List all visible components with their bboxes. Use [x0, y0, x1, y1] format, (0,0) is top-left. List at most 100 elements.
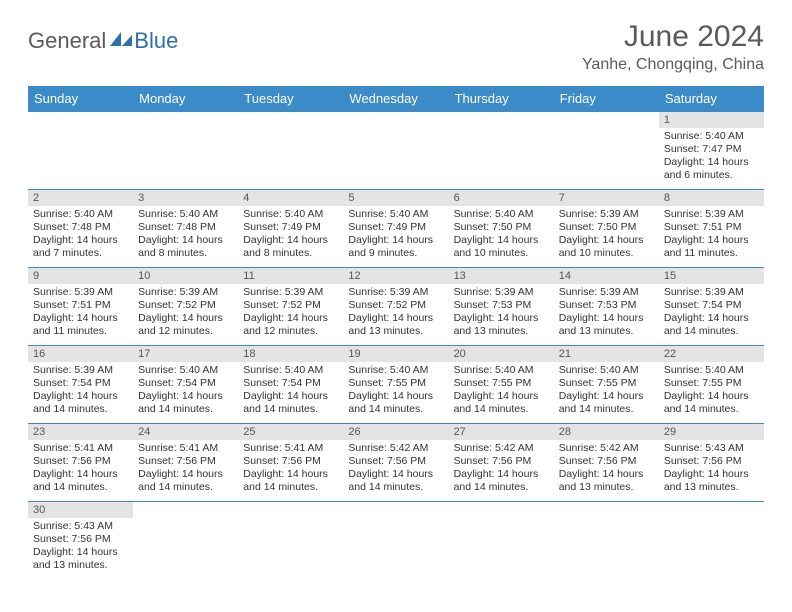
sunrise-text: Sunrise: 5:41 AM	[33, 442, 128, 455]
calendar-day-cell: 16 Sunrise: 5:39 AMSunset: 7:54 PMDayligh…	[28, 346, 133, 424]
sunrise-text: Sunrise: 5:43 AM	[664, 442, 759, 455]
day-number: 2	[28, 190, 133, 206]
calendar-table: SundayMondayTuesdayWednesdayThursdayFrid…	[28, 86, 764, 580]
sunrise-text: Sunrise: 5:40 AM	[348, 364, 443, 377]
day-details: Sunrise: 5:41 AMSunset: 7:56 PMDaylight:…	[28, 440, 133, 499]
daylight-text: Daylight: 14 hours and 13 minutes.	[348, 312, 443, 338]
daylight-text: Daylight: 14 hours and 14 minutes.	[243, 468, 338, 494]
sunset-text: Sunset: 7:53 PM	[559, 299, 654, 312]
calendar-day-cell: ..	[554, 112, 659, 190]
day-details: Sunrise: 5:42 AMSunset: 7:56 PMDaylight:…	[449, 440, 554, 499]
sunset-text: Sunset: 7:56 PM	[664, 455, 759, 468]
sunrise-text: Sunrise: 5:40 AM	[138, 364, 233, 377]
day-details: Sunrise: 5:40 AMSunset: 7:50 PMDaylight:…	[449, 206, 554, 265]
calendar-day-cell: ..	[28, 112, 133, 190]
day-details: Sunrise: 5:39 AMSunset: 7:51 PMDaylight:…	[28, 284, 133, 343]
sunrise-text: Sunrise: 5:40 AM	[454, 364, 549, 377]
daylight-text: Daylight: 14 hours and 11 minutes.	[664, 234, 759, 260]
day-details: Sunrise: 5:42 AMSunset: 7:56 PMDaylight:…	[554, 440, 659, 499]
sunset-text: Sunset: 7:56 PM	[243, 455, 338, 468]
day-details: Sunrise: 5:42 AMSunset: 7:56 PMDaylight:…	[343, 440, 448, 499]
calendar-day-cell: ..	[343, 112, 448, 190]
day-number: 19	[343, 346, 448, 362]
calendar-day-cell: ..	[449, 112, 554, 190]
daylight-text: Daylight: 14 hours and 7 minutes.	[33, 234, 128, 260]
calendar-day-cell: ..	[343, 502, 448, 580]
sunrise-text: Sunrise: 5:39 AM	[454, 286, 549, 299]
calendar-day-cell: ..	[659, 502, 764, 580]
day-number: 5	[343, 190, 448, 206]
daylight-text: Daylight: 14 hours and 14 minutes.	[33, 390, 128, 416]
day-details: Sunrise: 5:39 AMSunset: 7:52 PMDaylight:…	[133, 284, 238, 343]
day-number: 20	[449, 346, 554, 362]
day-number: 21	[554, 346, 659, 362]
sunset-text: Sunset: 7:51 PM	[664, 221, 759, 234]
calendar-day-cell: 29Sunrise: 5:43 AMSunset: 7:56 PMDayligh…	[659, 424, 764, 502]
day-details: Sunrise: 5:40 AMSunset: 7:55 PMDaylight:…	[659, 362, 764, 421]
calendar-day-cell: 4Sunrise: 5:40 AMSunset: 7:49 PMDaylight…	[238, 190, 343, 268]
sunset-text: Sunset: 7:56 PM	[138, 455, 233, 468]
daylight-text: Daylight: 14 hours and 14 minutes.	[454, 390, 549, 416]
day-number: 4	[238, 190, 343, 206]
sunrise-text: Sunrise: 5:41 AM	[243, 442, 338, 455]
daylight-text: Daylight: 14 hours and 14 minutes.	[138, 390, 233, 416]
day-number: 27	[449, 424, 554, 440]
daylight-text: Daylight: 14 hours and 9 minutes.	[348, 234, 443, 260]
sunset-text: Sunset: 7:52 PM	[243, 299, 338, 312]
day-number: 9	[28, 268, 133, 284]
calendar-day-cell: 1Sunrise: 5:40 AMSunset: 7:47 PMDaylight…	[659, 112, 764, 190]
calendar-week-row: 16Sunrise: 5:39 AMSunset: 7:54 PMDayligh…	[28, 346, 764, 424]
calendar-day-cell: 24Sunrise: 5:41 AMSunset: 7:56 PMDayligh…	[133, 424, 238, 502]
sunset-text: Sunset: 7:56 PM	[454, 455, 549, 468]
sunrise-text: Sunrise: 5:40 AM	[559, 364, 654, 377]
sunrise-text: Sunrise: 5:40 AM	[348, 208, 443, 221]
sunrise-text: Sunrise: 5:43 AM	[33, 520, 128, 533]
sunrise-text: Sunrise: 5:39 AM	[138, 286, 233, 299]
day-number: 22	[659, 346, 764, 362]
day-number: 26	[343, 424, 448, 440]
sunrise-text: Sunrise: 5:39 AM	[33, 364, 128, 377]
sunset-text: Sunset: 7:55 PM	[664, 377, 759, 390]
sunrise-text: Sunrise: 5:41 AM	[138, 442, 233, 455]
daylight-text: Daylight: 14 hours and 6 minutes.	[664, 156, 759, 182]
day-details: Sunrise: 5:39 AMSunset: 7:52 PMDaylight:…	[343, 284, 448, 343]
calendar-day-cell: 28Sunrise: 5:42 AMSunset: 7:56 PMDayligh…	[554, 424, 659, 502]
sunrise-text: Sunrise: 5:39 AM	[348, 286, 443, 299]
calendar-day-cell: ..	[449, 502, 554, 580]
sunrise-text: Sunrise: 5:40 AM	[664, 364, 759, 377]
day-details: Sunrise: 5:40 AMSunset: 7:55 PMDaylight:…	[343, 362, 448, 421]
calendar-day-cell: 14Sunrise: 5:39 AMSunset: 7:53 PMDayligh…	[554, 268, 659, 346]
day-details: Sunrise: 5:40 AMSunset: 7:49 PMDaylight:…	[343, 206, 448, 265]
sunset-text: Sunset: 7:56 PM	[559, 455, 654, 468]
weekday-header: Thursday	[449, 86, 554, 112]
page-title: June 2024	[582, 20, 764, 54]
sunrise-text: Sunrise: 5:39 AM	[664, 286, 759, 299]
sunset-text: Sunset: 7:50 PM	[559, 221, 654, 234]
day-number: 14	[554, 268, 659, 284]
calendar-day-cell: ..	[133, 502, 238, 580]
day-details: Sunrise: 5:39 AMSunset: 7:53 PMDaylight:…	[449, 284, 554, 343]
day-number: 16	[28, 346, 133, 362]
calendar-day-cell: 11Sunrise: 5:39 AMSunset: 7:52 PMDayligh…	[238, 268, 343, 346]
day-details: Sunrise: 5:39 AMSunset: 7:51 PMDaylight:…	[659, 206, 764, 265]
sail-icon	[110, 32, 132, 46]
daylight-text: Daylight: 14 hours and 14 minutes.	[348, 390, 443, 416]
day-number: 1	[659, 112, 764, 128]
sunrise-text: Sunrise: 5:40 AM	[33, 208, 128, 221]
daylight-text: Daylight: 14 hours and 14 minutes.	[348, 468, 443, 494]
sunset-text: Sunset: 7:54 PM	[33, 377, 128, 390]
daylight-text: Daylight: 14 hours and 8 minutes.	[243, 234, 338, 260]
calendar-day-cell: 13Sunrise: 5:39 AMSunset: 7:53 PMDayligh…	[449, 268, 554, 346]
day-number: 17	[133, 346, 238, 362]
header: General Blue June 2024 Yanhe, Chongqing,…	[28, 20, 764, 74]
sunset-text: Sunset: 7:52 PM	[348, 299, 443, 312]
day-details: Sunrise: 5:39 AMSunset: 7:53 PMDaylight:…	[554, 284, 659, 343]
day-number: 15	[659, 268, 764, 284]
daylight-text: Daylight: 14 hours and 14 minutes.	[33, 468, 128, 494]
day-number: 11	[238, 268, 343, 284]
sunset-text: Sunset: 7:55 PM	[559, 377, 654, 390]
weekday-header-row: SundayMondayTuesdayWednesdayThursdayFrid…	[28, 86, 764, 112]
day-details: Sunrise: 5:40 AMSunset: 7:54 PMDaylight:…	[133, 362, 238, 421]
calendar-day-cell: 22Sunrise: 5:40 AMSunset: 7:55 PMDayligh…	[659, 346, 764, 424]
day-number: 24	[133, 424, 238, 440]
